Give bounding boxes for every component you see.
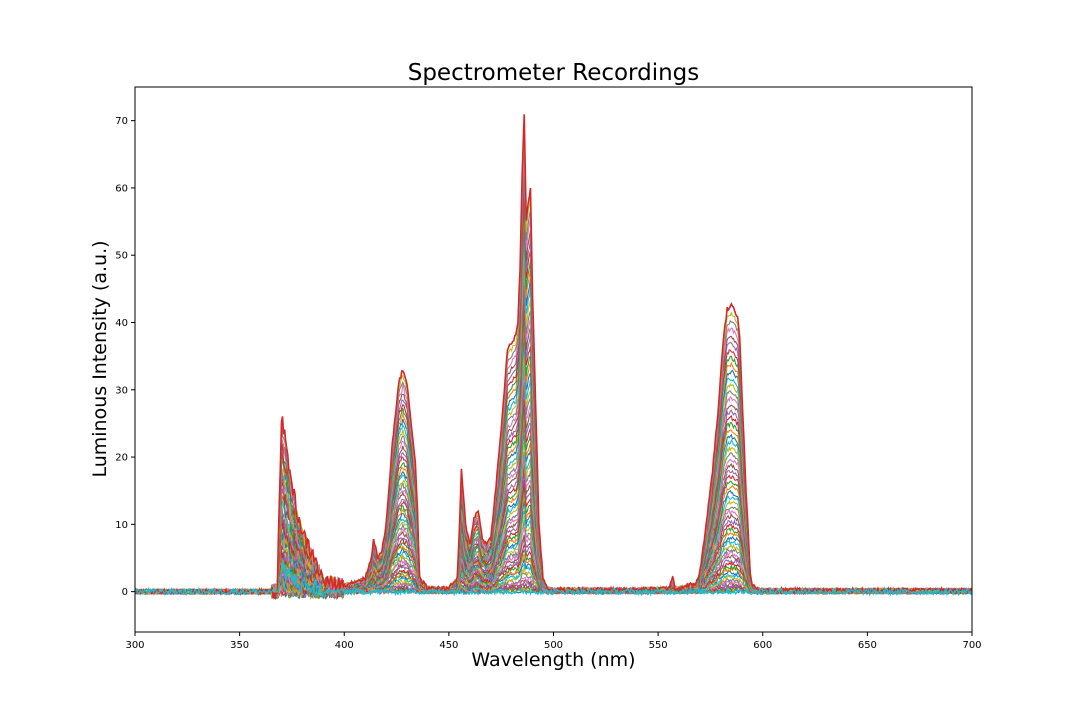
- spectrum-series: [135, 398, 972, 599]
- y-tick-label: 50: [115, 251, 128, 262]
- y-axis-label: Luminous Intensity (a.u.): [89, 240, 111, 477]
- x-tick-label: 500: [544, 640, 563, 651]
- spectrum-series: [135, 464, 972, 599]
- spectrum-series: [135, 257, 972, 596]
- y-tick-label: 0: [122, 587, 128, 598]
- spectrum-series: [135, 309, 972, 599]
- spectrum-series: [135, 434, 972, 599]
- spectrum-series: [135, 210, 972, 599]
- spectrum-series: [135, 370, 972, 599]
- spectrum-series: [135, 151, 972, 597]
- spectrum-series: [135, 500, 972, 600]
- spectrum-series: [135, 510, 972, 599]
- spectrum-series: [135, 174, 972, 597]
- y-tick-label: 30: [115, 385, 128, 396]
- x-axis-label: Wavelength (nm): [471, 649, 635, 671]
- y-axis: 0 10 20 30 40 50 60 70: [115, 116, 135, 598]
- spectrum-series: [135, 343, 972, 599]
- y-tick-label: 20: [115, 453, 128, 464]
- x-tick-label: 300: [125, 640, 144, 651]
- spectrum-series: [135, 423, 972, 598]
- spectrum-series: [135, 300, 972, 600]
- spectrum-series: [135, 137, 972, 597]
- spectrum-series: [135, 382, 972, 599]
- spectrum-series: [135, 268, 972, 597]
- x-tick-label: 550: [649, 640, 668, 651]
- spectrum-series: [135, 222, 972, 597]
- x-tick-label: 700: [962, 640, 981, 651]
- plot-frame: [134, 86, 973, 633]
- chart-title: Spectrometer Recordings: [408, 60, 700, 86]
- spectrum-series: [135, 236, 972, 598]
- spectrum-series: [135, 388, 972, 597]
- spectrum-series: [135, 451, 972, 598]
- spectrum-series: [135, 442, 972, 600]
- spectrum-series: [135, 114, 972, 601]
- spectrum-series: [135, 245, 972, 597]
- spectrum-series: [135, 291, 972, 598]
- x-tick-label: 350: [230, 640, 249, 651]
- y-tick-label: 10: [115, 520, 128, 531]
- spectrum-series: [135, 186, 972, 597]
- spectrum-series: [135, 473, 972, 598]
- x-axis: 300 350 400 450 500 550 600 650 700: [125, 632, 982, 651]
- spectrum-series: [135, 527, 972, 598]
- spectrum-series: [135, 486, 972, 598]
- y-tick-label: 70: [115, 116, 128, 127]
- spectrum-series: [135, 415, 972, 597]
- x-tick-label: 450: [439, 640, 458, 651]
- spectrum-series: [135, 361, 972, 601]
- spectrum-series: [135, 125, 972, 599]
- spectrum-series: [135, 493, 972, 600]
- spectrum-series: [135, 352, 972, 599]
- spectrum-series: [135, 199, 972, 599]
- spectrum-series: [135, 278, 972, 596]
- series-layer: [135, 114, 972, 601]
- spectrum-series: [135, 321, 972, 597]
- spectrum-series: [135, 514, 972, 597]
- spectrum-series: [135, 456, 972, 599]
- spectrum-series: [135, 165, 972, 596]
- x-tick-label: 650: [858, 640, 877, 651]
- spectrum-series: [135, 519, 972, 599]
- x-tick-label: 400: [335, 640, 354, 651]
- spectrum-series: [135, 407, 972, 598]
- y-tick-label: 60: [115, 183, 128, 194]
- y-tick-label: 40: [115, 318, 128, 329]
- x-tick-label: 600: [753, 640, 772, 651]
- spectrum-series-baseline: [135, 561, 972, 599]
- spectrum-series: [135, 479, 972, 598]
- spectrum-series: [135, 333, 972, 599]
